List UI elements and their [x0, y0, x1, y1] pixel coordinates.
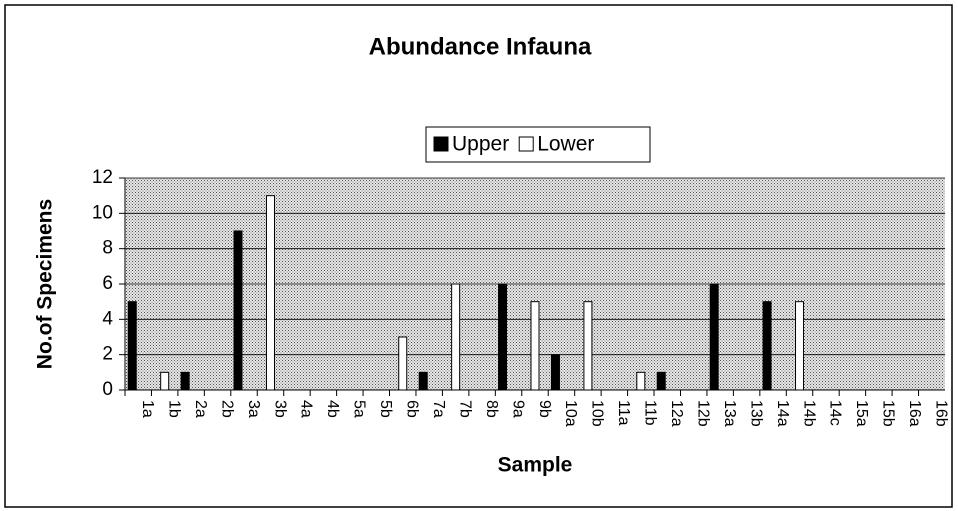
bar: [795, 301, 805, 391]
bar: [498, 283, 508, 391]
legend-swatch: [433, 136, 449, 152]
x-tick-label: 9b: [536, 400, 553, 418]
x-tick-label: 13b: [747, 400, 764, 427]
x-tick-label: 11b: [642, 400, 659, 426]
x-axis-label: Sample: [498, 454, 573, 477]
x-tick-label: 14c: [827, 400, 844, 426]
bar: [709, 283, 719, 391]
x-tick-label: 4b: [324, 400, 341, 418]
x-tick-label: 10a: [562, 400, 579, 427]
x-tick-label: 15a: [853, 400, 870, 427]
y-tick-label: 12: [92, 167, 113, 188]
x-tick-label: 3a: [245, 400, 262, 418]
x-tick-label: 13a: [721, 400, 738, 427]
legend-label: Lower: [537, 133, 594, 156]
legend-label: Upper: [452, 133, 509, 156]
x-tick-label: 12b: [694, 400, 711, 427]
x-tick-label: 11a: [615, 400, 632, 426]
x-tick-label: 14a: [774, 400, 791, 427]
bar: [233, 230, 243, 391]
x-tick-label: 16b: [933, 400, 950, 427]
x-tick-label: 8b: [483, 400, 500, 418]
bar: [530, 301, 540, 391]
bar: [180, 371, 190, 391]
x-tick-label: 3b: [271, 400, 288, 418]
legend-swatch: [518, 136, 534, 152]
bar: [265, 195, 275, 391]
bar: [418, 371, 428, 391]
bar: [451, 283, 461, 391]
x-tick-label: 15b: [880, 400, 897, 427]
bar: [160, 371, 170, 391]
bar: [127, 301, 137, 391]
bar: [583, 301, 593, 391]
x-tick-label: 7b: [456, 400, 473, 418]
x-tick-label: 10b: [589, 400, 606, 427]
y-tick-label: 6: [102, 273, 113, 294]
bar: [398, 336, 408, 391]
x-tick-label: 1a: [139, 400, 156, 418]
x-tick-label: 16a: [906, 400, 923, 427]
bar: [656, 371, 666, 391]
x-tick-label: 2b: [218, 400, 235, 418]
chart-title: Abundance Infauna: [369, 33, 592, 60]
x-tick-label: 12a: [668, 400, 685, 427]
y-tick-label: 4: [102, 308, 113, 329]
x-tick-label: 6b: [404, 400, 421, 418]
x-tick-label: 4a: [298, 400, 315, 418]
x-tick-label: 9a: [509, 400, 526, 418]
x-tick-label: 1b: [165, 400, 182, 418]
y-tick-label: 10: [92, 202, 113, 223]
legend-box: [425, 126, 651, 163]
y-axis-label: No.of Specimens: [34, 199, 57, 369]
x-tick-label: 14b: [800, 400, 817, 427]
x-tick-label: 5a: [351, 400, 368, 418]
bar: [762, 301, 772, 391]
x-tick-label: 5b: [377, 400, 394, 418]
y-tick-label: 8: [102, 238, 113, 259]
bar: [636, 371, 646, 391]
bar: [550, 354, 560, 391]
y-tick-label: 0: [102, 379, 113, 400]
x-tick-label: 7a: [430, 400, 447, 418]
y-tick-label: 2: [102, 344, 113, 365]
x-tick-label: 2a: [192, 400, 209, 418]
